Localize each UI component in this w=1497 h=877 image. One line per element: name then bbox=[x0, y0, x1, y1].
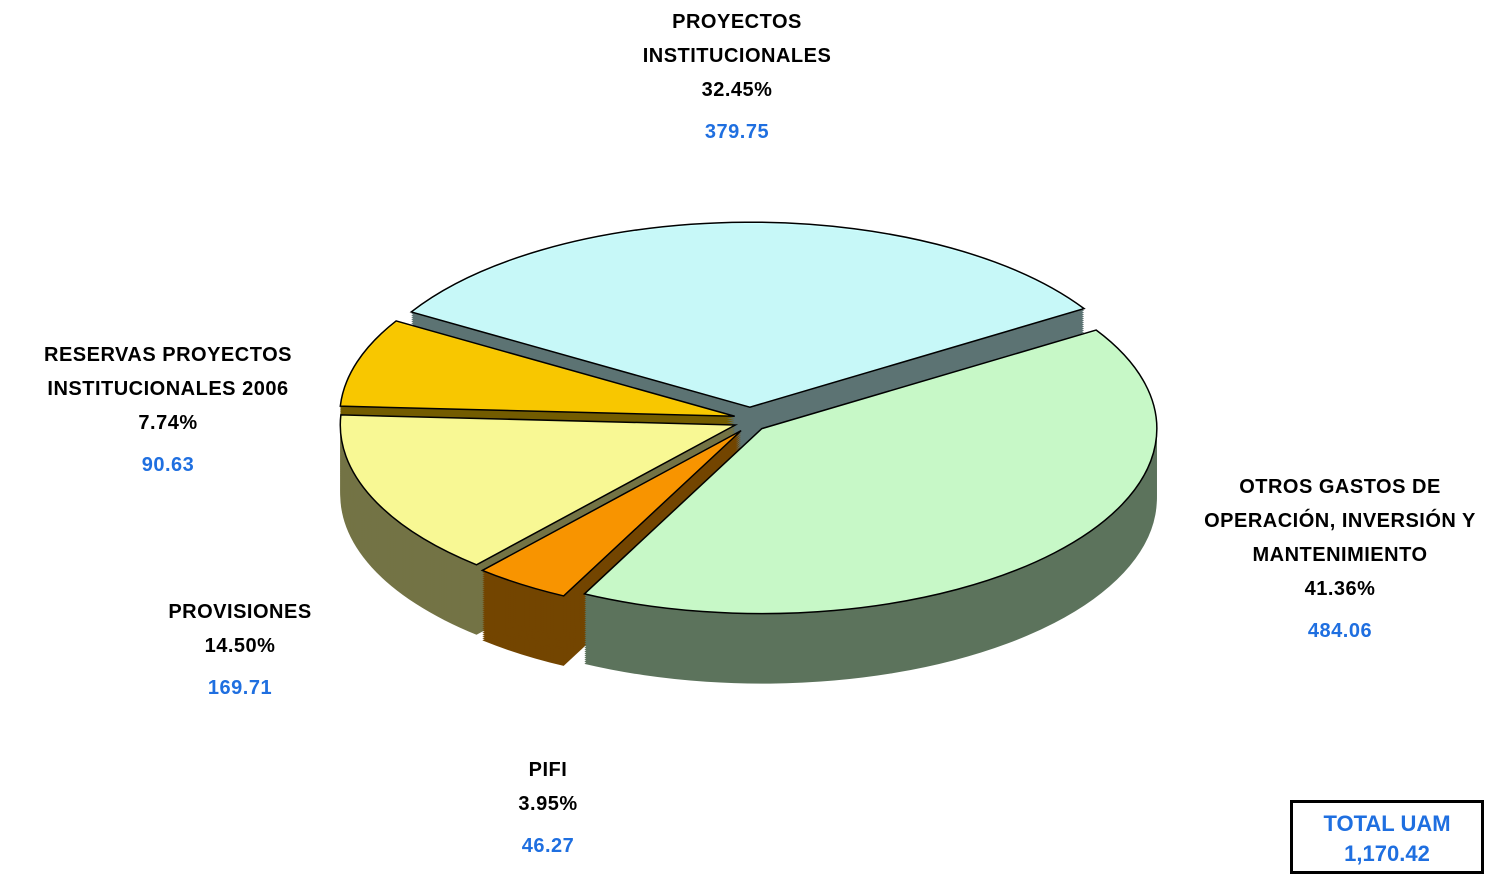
slice bbox=[339, 320, 735, 417]
slice bbox=[409, 221, 1086, 408]
total-value: 1,170.42 bbox=[1344, 841, 1430, 866]
value-label: 90.63 bbox=[141, 454, 195, 476]
category-label: RESERVAS PROYECTOS INSTITUCIONALES 2006 bbox=[44, 344, 292, 400]
slice bbox=[339, 414, 739, 566]
slice-label: RESERVAS PROYECTOS INSTITUCIONALES 2006 7… bbox=[8, 338, 328, 482]
percent-label: 3.95% bbox=[518, 793, 578, 815]
value-label: 169.71 bbox=[207, 677, 273, 699]
percent-label: 41.36% bbox=[1304, 578, 1376, 600]
slice-label: PROYECTOS INSTITUCIONALES 32.45% 379.75 bbox=[607, 5, 867, 149]
category-label: PROYECTOS INSTITUCIONALES bbox=[642, 11, 832, 67]
percent-label: 7.74% bbox=[138, 412, 198, 434]
slice-label: PIFI 3.95% 46.27 bbox=[468, 753, 628, 863]
slice-label: PROVISIONES 14.50% 169.71 bbox=[130, 595, 350, 705]
category-label: OTROS GASTOS DE OPERACIÓN, INVERSIÓN Y M… bbox=[1204, 476, 1476, 566]
category-label: PIFI bbox=[528, 759, 568, 781]
slice bbox=[582, 329, 1158, 615]
value-label: 484.06 bbox=[1307, 620, 1373, 642]
slice bbox=[480, 429, 742, 597]
slice-label: OTROS GASTOS DE OPERACIÓN, INVERSIÓN Y M… bbox=[1180, 470, 1497, 648]
total-title: TOTAL UAM bbox=[1323, 811, 1451, 836]
value-label: 379.75 bbox=[704, 121, 770, 143]
value-label: 46.27 bbox=[521, 835, 575, 857]
percent-label: 32.45% bbox=[701, 79, 773, 101]
category-label: PROVISIONES bbox=[168, 601, 312, 623]
percent-label: 14.50% bbox=[204, 635, 276, 657]
total-box: TOTAL UAM 1,170.42 bbox=[1290, 800, 1484, 874]
